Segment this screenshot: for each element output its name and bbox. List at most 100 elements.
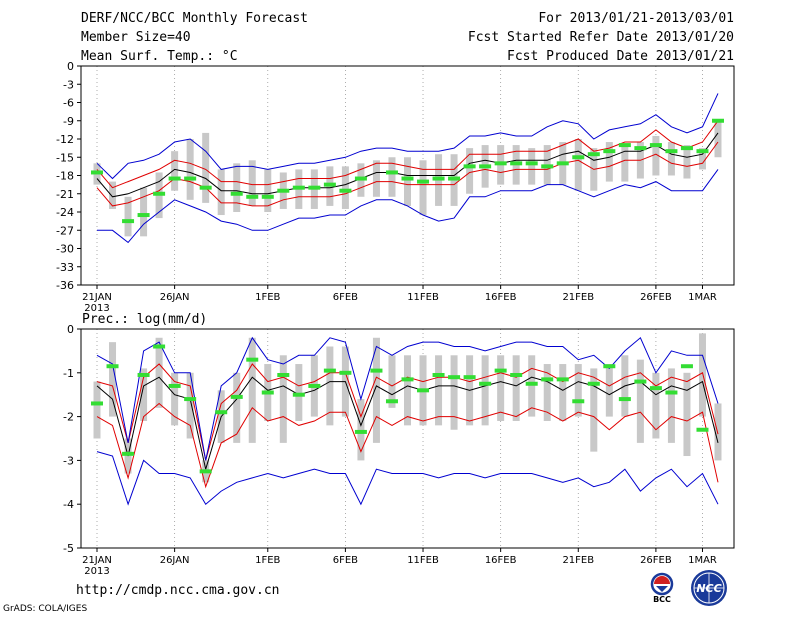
observed-marker: [603, 149, 616, 154]
observed-marker: [525, 161, 538, 166]
series-line-median: [96, 132, 719, 198]
precip-title: Prec.: log(mm/d): [82, 312, 207, 327]
ensemble-box: [124, 196, 132, 237]
observed-marker: [153, 344, 166, 349]
ensemble-box: [698, 333, 706, 417]
observed-marker: [370, 368, 383, 373]
series-line-upper-inner: [96, 120, 719, 189]
ensemble-box: [605, 364, 613, 417]
observed-marker: [634, 146, 647, 151]
y-tick-label: -3: [63, 454, 74, 467]
ensemble-box: [605, 142, 613, 182]
observed-marker: [230, 191, 243, 196]
y-tick-label: -24: [56, 206, 74, 219]
observed-marker: [261, 390, 274, 395]
panel-precipitation: 0 -1 -2 -3 -4 -5 21JAN 26JAN 1FEB 6FEB 11FEB 16FEB 2…: [63, 312, 735, 577]
ensemble-box: [419, 160, 427, 216]
ensemble-box: [202, 132, 210, 203]
y-tick-label: -2: [63, 411, 74, 424]
observed-marker: [417, 388, 430, 393]
ensemble-box: [186, 139, 194, 200]
ensemble-box: [574, 364, 582, 417]
observed-marker: [91, 170, 103, 175]
observed-marker: [401, 377, 414, 382]
ensemble-box: [714, 120, 722, 158]
observed-marker: [292, 392, 305, 397]
observed-marker: [541, 377, 554, 382]
observed-marker: [541, 164, 554, 169]
ensemble-box: [621, 145, 629, 182]
observed-marker: [246, 194, 259, 199]
y-tick-label: -1: [63, 367, 74, 380]
ensemble-box: [217, 169, 225, 216]
observed-marker: [556, 377, 569, 382]
forecast-start-date: Fcst Started Refer Date 2013/01/20: [467, 30, 734, 45]
y-tick-label: -5: [63, 542, 74, 555]
observed-marker: [448, 176, 461, 181]
ensemble-box: [590, 368, 598, 452]
observed-marker: [339, 188, 352, 193]
observed-marker: [432, 176, 445, 181]
observed-marker: [354, 429, 367, 434]
observed-marker: [510, 372, 523, 377]
observed-marker: [246, 357, 259, 362]
y-tick-label: 0: [67, 323, 74, 336]
ensemble-box: [295, 364, 303, 421]
source-url[interactable]: http://cmdp.ncc.cma.gov.cn: [76, 583, 280, 598]
observed-marker: [417, 179, 430, 184]
series-line-lower-outer: [97, 169, 719, 244]
ensemble-box: [528, 355, 536, 417]
ensemble-box: [652, 135, 660, 176]
observed-marker: [230, 394, 243, 399]
ensemble-box: [667, 142, 675, 176]
ensemble-box: [435, 355, 443, 426]
ensemble-box: [559, 364, 567, 421]
observed-marker: [199, 469, 212, 474]
observed-marker: [323, 182, 336, 187]
y-tick-label: -36: [56, 279, 74, 292]
series-line-lower-inner: [96, 402, 719, 489]
ensemble-box: [481, 355, 489, 426]
ensemble-box: [714, 403, 722, 461]
ensemble-box: [140, 187, 148, 237]
observed-marker: [587, 152, 600, 157]
forecast-produced-date: Fcst Produced Date 2013/01/21: [507, 49, 734, 64]
observed-marker: [323, 368, 336, 373]
observed-marker: [696, 149, 709, 154]
x-tick-label: 11FEB: [407, 292, 439, 303]
x-tick-label: 26FEB: [640, 555, 672, 566]
x-tick-label: 21FEB: [562, 555, 594, 566]
ensemble-box: [372, 337, 380, 443]
series-line-upper-outer: [96, 336, 719, 461]
observed-marker: [479, 164, 492, 169]
observed-marker: [153, 191, 166, 196]
ensemble-box: [171, 151, 179, 191]
ensemble-box: [279, 355, 287, 443]
observed-marker: [199, 185, 212, 190]
ensemble-box: [248, 160, 256, 206]
ensemble-box: [186, 372, 194, 439]
x-tick-label: 1MAR: [688, 555, 717, 566]
x-tick-label: 11FEB: [407, 555, 439, 566]
ensemble-box: [93, 381, 101, 439]
observed-marker: [122, 451, 135, 456]
series-line-upper-outer: [96, 93, 719, 180]
ensemble-box: [388, 157, 396, 197]
ensemble-box: [404, 157, 411, 206]
x-year-label: 2013: [84, 303, 109, 314]
observed-marker: [665, 390, 678, 395]
observed-marker: [432, 372, 445, 377]
x-tick-label: 1FEB: [255, 555, 280, 566]
observed-marker: [106, 364, 119, 369]
x-tick-label: 1FEB: [255, 292, 280, 303]
ensemble-box: [636, 359, 644, 443]
observed-marker: [479, 381, 492, 386]
y-tick-label: -6: [63, 97, 74, 110]
ensemble-box: [109, 181, 117, 209]
ensemble-box: [466, 148, 474, 194]
observed-marker: [696, 427, 709, 432]
chart-title: DERF/NCC/BCC Monthly Forecast: [81, 11, 308, 26]
x-tick-label: 6FEB: [333, 292, 358, 303]
ensemble-box: [264, 169, 272, 212]
ncc-logo: NCC: [691, 570, 727, 606]
